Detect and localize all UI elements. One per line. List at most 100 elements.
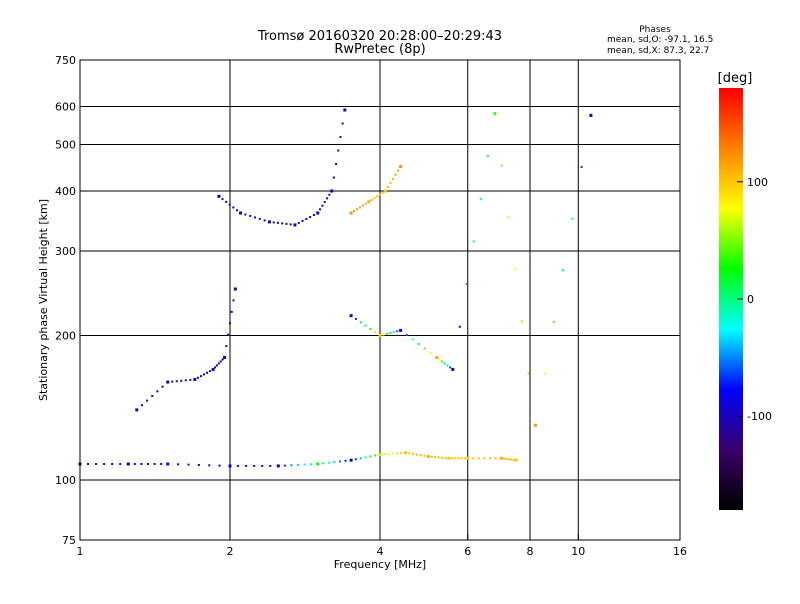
trace-fill-point <box>309 215 312 218</box>
data-point <box>426 454 430 458</box>
trace-fill-point <box>389 181 392 184</box>
trace-fill-point <box>339 136 342 139</box>
trace-fill-point <box>394 173 397 176</box>
trace-fill-point <box>285 222 288 225</box>
x-tick-label: 2 <box>227 545 234 558</box>
trace-fill-point <box>391 177 394 180</box>
trace-fill-point <box>184 379 187 382</box>
trace-fill-point <box>376 195 379 198</box>
trace-fill-point <box>209 370 212 373</box>
trace-fill-point <box>332 176 335 179</box>
trace-fill-point <box>488 457 491 460</box>
trace-fill-point <box>364 324 367 327</box>
trace-fill-point <box>430 455 433 458</box>
trace-fill-point <box>297 463 300 466</box>
data-points <box>78 108 593 468</box>
trace-fill-point <box>341 122 344 125</box>
trace-fill-point <box>323 201 326 204</box>
trace-fill-point <box>449 366 452 369</box>
trace-fill-point <box>301 219 304 222</box>
trace-fill-point <box>290 464 293 467</box>
trace-fill-point <box>269 464 272 467</box>
trace-fill-point <box>335 163 338 166</box>
trace-fill-point <box>458 325 461 328</box>
trace-fill-point <box>160 462 163 465</box>
trace-fill-point <box>303 463 306 466</box>
trace-fill-point <box>196 376 199 379</box>
data-point <box>126 462 130 466</box>
trace-fill-point <box>333 461 336 464</box>
data-point <box>378 334 382 338</box>
data-point <box>316 462 320 466</box>
trace-fill-point <box>217 362 220 365</box>
trace-fill-point <box>221 358 224 361</box>
trace-fill-point <box>337 149 340 152</box>
data-point <box>447 456 451 460</box>
data-point <box>239 211 243 215</box>
chart-subtitle: RwPretec (8p) <box>334 42 425 57</box>
y-tick-label: 400 <box>55 185 76 198</box>
trace-fill-point <box>276 221 279 224</box>
trace-fill-point <box>225 345 228 348</box>
trace-fill-point <box>312 213 315 216</box>
data-point <box>399 164 403 168</box>
colorbar-tick-label: 0 <box>747 293 754 306</box>
data-point <box>330 189 334 193</box>
trace-fill-point <box>156 390 159 393</box>
trace-fill-point <box>457 457 460 460</box>
trace-fill-point <box>228 322 231 325</box>
data-point <box>267 220 271 224</box>
trace-fill-point <box>441 456 444 459</box>
trace-fill-point <box>202 373 205 376</box>
trace-fill-point <box>230 310 233 313</box>
data-point <box>135 408 139 412</box>
trace-fill-point <box>381 191 384 194</box>
data-point <box>403 451 407 455</box>
trace-fill-point <box>161 385 164 388</box>
colorbar-label: [deg] <box>718 71 753 86</box>
y-tick-label: 600 <box>55 101 76 114</box>
stats-heading: Phases <box>639 25 671 35</box>
trace-fill-point <box>272 221 275 224</box>
x-tick-label: 1 <box>77 545 84 558</box>
trace-fill-point <box>175 380 178 383</box>
trace-fill-point <box>520 320 523 323</box>
colorbar-tick-label: 100 <box>747 176 768 189</box>
trace-fill-point <box>514 268 517 271</box>
trace-fill-point <box>502 457 505 460</box>
trace-fill-point <box>232 299 235 302</box>
trace-fill-point <box>465 283 468 286</box>
trace-fill-point <box>327 461 330 464</box>
data-point <box>367 200 371 204</box>
data-point <box>316 211 320 215</box>
trace-fill-point <box>189 378 192 381</box>
trace-fill-point <box>228 203 231 206</box>
trace-fill-point <box>417 342 420 345</box>
trace-fill-point <box>443 362 446 365</box>
trace-fill-point <box>370 198 373 201</box>
trace-fill-point <box>438 358 441 361</box>
trace-fill-point <box>235 209 238 212</box>
trace-fill-point <box>400 452 403 455</box>
trace-fill-point <box>146 399 149 402</box>
trace-fill-point <box>395 452 398 455</box>
trace-fill-point <box>263 219 266 222</box>
x-tick-label: 4 <box>377 545 384 558</box>
trace-fill-point <box>326 197 329 200</box>
trace-fill-point <box>208 464 211 467</box>
trace-fill-point <box>505 457 508 460</box>
trace-fill-point <box>225 200 228 203</box>
trace-fill-point <box>153 462 156 465</box>
trace-fill-point <box>364 202 367 205</box>
data-point <box>514 458 518 462</box>
trace-fill-point <box>543 372 546 375</box>
y-tick-label: 200 <box>55 330 76 343</box>
trace-fill-point <box>305 217 308 220</box>
trace-fill-point <box>389 331 392 334</box>
trace-fill-point <box>214 366 217 369</box>
trace-fill-point <box>199 375 202 378</box>
data-point <box>466 456 470 460</box>
data-point <box>349 458 353 462</box>
trace-fill-point <box>218 464 221 467</box>
